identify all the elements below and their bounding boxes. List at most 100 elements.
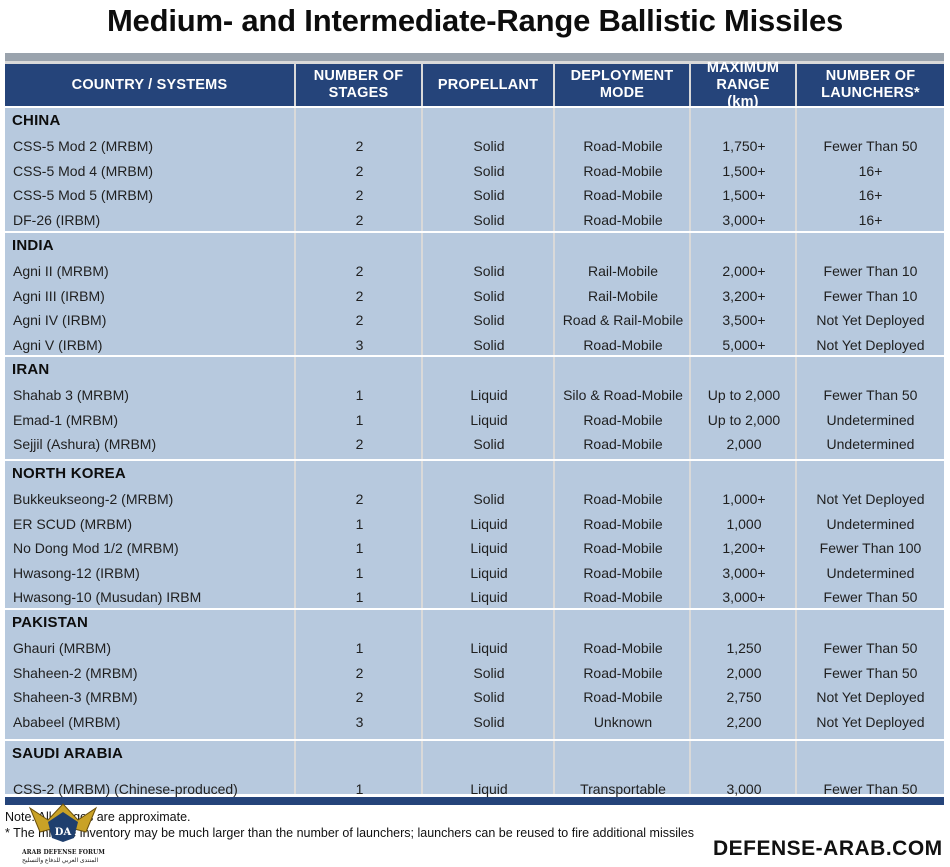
table-row: Bukkeukseong-2 (MRBM) 2 Solid Road-Mobile 1,… — [5, 487, 944, 511]
launchers-cell: Undetermined — [826, 564, 915, 581]
range-cell: 3,000+ — [722, 564, 766, 581]
range-cell: 1,000+ — [722, 491, 766, 507]
table-row: Sejjil (Ashura) (MRBM) 2 Solid Road-Mobile 2… — [5, 432, 944, 456]
stages-cell: 1 — [355, 781, 364, 797]
launchers-cell: 16+ — [858, 212, 883, 229]
launchers-cell: Fewer Than 50 — [823, 781, 918, 797]
stages-cell: 2 — [355, 187, 364, 204]
table-row: Agni V (IRBM) 3 Solid Road-Mobile 5,000+ Not … — [5, 333, 944, 357]
launchers-cell: Undetermined — [826, 411, 915, 428]
cell-background — [691, 233, 795, 355]
range-cell: 2,750 — [726, 689, 762, 706]
cell-background — [555, 461, 689, 608]
cell-background — [555, 357, 689, 459]
deployment-cell: Rail-Mobile — [587, 287, 659, 304]
system-cell: CSS-5 Mod 4 (MRBM) — [13, 162, 154, 179]
country-group: CHINA CSS-5 Mod 2 (MRBM) 2 Solid Road-Mobile… — [5, 108, 944, 231]
propellant-cell: Liquid — [470, 781, 508, 797]
stages-cell: 2 — [355, 689, 364, 706]
deployment-cell: Transportable — [580, 781, 666, 797]
launchers-cell: Fewer Than 50 — [823, 640, 918, 656]
cell-background — [296, 741, 421, 794]
cell-background — [296, 610, 421, 739]
range-cell: 1,000 — [726, 515, 762, 532]
cell-background — [5, 108, 294, 231]
country-name: INDIA — [12, 237, 54, 254]
propellant-cell: Solid — [473, 138, 505, 154]
header-range: MAXIMUM RANGE (km) — [691, 60, 795, 110]
launchers-cell: Not Yet Deployed — [816, 713, 925, 730]
deployment-cell: Road-Mobile — [583, 491, 663, 507]
cell-background — [423, 461, 553, 608]
system-cell: Agni V (IRBM) — [13, 337, 103, 354]
propellant-cell: Solid — [473, 713, 505, 730]
cell-background — [691, 461, 795, 608]
stages-cell: 3 — [355, 713, 364, 730]
range-cell: 2,000 — [726, 664, 762, 681]
cell-background — [423, 741, 553, 794]
table-row: Hwasong-10 (Musudan) IRBM 1 Liquid Road-Mob… — [5, 585, 944, 609]
table-row: DF-26 (IRBM) 2 Solid Road-Mobile 3,000+ 16+ — [5, 208, 944, 232]
table-header: COUNTRY / SYSTEMS NUMBER OF STAGES PROPE… — [5, 60, 944, 110]
launchers-cell: Not Yet Deployed — [816, 312, 925, 329]
launchers-cell: Fewer Than 10 — [823, 287, 918, 304]
range-cell: Up to 2,000 — [707, 411, 781, 428]
header-country-systems: COUNTRY / SYSTEMS — [5, 64, 294, 106]
deployment-cell: Road-Mobile — [583, 640, 663, 656]
header-deployment: DEPLOYMENT MODE — [555, 64, 689, 106]
cell-background — [296, 461, 421, 608]
cell-background — [423, 610, 553, 739]
range-cell: 1,500+ — [722, 162, 766, 179]
table-row: CSS-2 (MRBM) (Chinese-produced) 1 Liquid Tr… — [5, 777, 944, 801]
country-group: INDIA Agni II (MRBM) 2 Solid Rail-Mobile 2,00… — [5, 233, 944, 355]
range-cell: 3,500+ — [722, 312, 766, 329]
stages-cell: 2 — [355, 287, 364, 304]
country-name: SAUDI ARABIA — [12, 745, 124, 762]
cell-background — [691, 741, 795, 794]
system-cell: Shahab 3 (MRBM) — [13, 387, 129, 403]
launchers-cell: Fewer Than 10 — [823, 263, 918, 279]
stages-cell: 1 — [355, 589, 364, 606]
cell-background — [797, 741, 944, 794]
propellant-cell: Solid — [473, 337, 505, 354]
table-row: CSS-5 Mod 2 (MRBM) 2 Solid Road-Mobile 1,750… — [5, 134, 944, 158]
stages-cell: 3 — [355, 337, 364, 354]
system-cell: CSS-5 Mod 2 (MRBM) — [13, 138, 154, 154]
cell-background — [691, 610, 795, 739]
country-group: NORTH KOREA Bukkeukseong-2 (MRBM) 2 Solid Ro… — [5, 461, 944, 608]
header-propellant: PROPELLANT — [423, 64, 553, 106]
deployment-cell: Road-Mobile — [583, 212, 663, 229]
system-cell: Hwasong-12 (IRBM) — [13, 564, 140, 581]
stages-cell: 2 — [355, 212, 364, 229]
stages-cell: 2 — [355, 312, 364, 329]
table-row: CSS-5 Mod 5 (MRBM) 2 Solid Road-Mobile 1,500… — [5, 183, 944, 207]
logo-mark: DA — [55, 827, 72, 838]
range-cell: 3,200+ — [722, 287, 766, 304]
cell-background — [296, 357, 421, 459]
bottom-divider — [5, 797, 944, 805]
range-cell: 3,000+ — [722, 212, 766, 229]
top-divider — [5, 53, 944, 61]
country-name: CHINA — [12, 112, 61, 129]
table-row: Shahab 3 (MRBM) 1 Liquid Silo & Road-Mobile… — [5, 383, 944, 407]
cell-background — [797, 357, 944, 459]
cell-background — [5, 741, 294, 794]
cell-background — [555, 610, 689, 739]
cell-background — [5, 357, 294, 459]
table-row: CSS-5 Mod 4 (MRBM) 2 Solid Road-Mobile 1,500… — [5, 159, 944, 183]
range-cell: 1,250 — [726, 640, 762, 656]
cell-background — [555, 108, 689, 231]
launchers-cell: Fewer Than 50 — [823, 138, 918, 154]
cell-background — [555, 741, 689, 794]
launchers-cell: Fewer Than 50 — [823, 387, 918, 403]
header-stages: NUMBER OF STAGES — [296, 64, 421, 106]
deployment-cell: Road-Mobile — [583, 337, 663, 354]
deployment-cell: Road-Mobile — [583, 187, 663, 204]
system-cell: Agni IV (IRBM) — [13, 312, 107, 329]
stages-cell: 1 — [355, 387, 364, 403]
header-launchers: NUMBER OF LAUNCHERS* — [797, 64, 944, 106]
system-cell: Agni III (IRBM) — [13, 287, 105, 304]
system-cell: Ghauri (MRBM) — [13, 640, 112, 656]
launchers-cell: Undetermined — [826, 515, 915, 532]
system-cell: Shaheen-3 (MRBM) — [13, 689, 138, 706]
